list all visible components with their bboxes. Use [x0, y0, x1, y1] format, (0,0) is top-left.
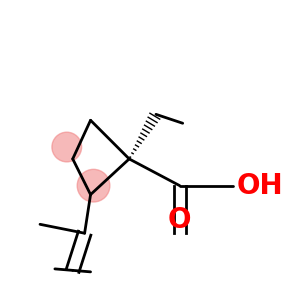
Text: O: O — [168, 206, 191, 234]
Circle shape — [77, 169, 110, 202]
Circle shape — [52, 132, 82, 162]
Text: OH: OH — [236, 172, 283, 200]
